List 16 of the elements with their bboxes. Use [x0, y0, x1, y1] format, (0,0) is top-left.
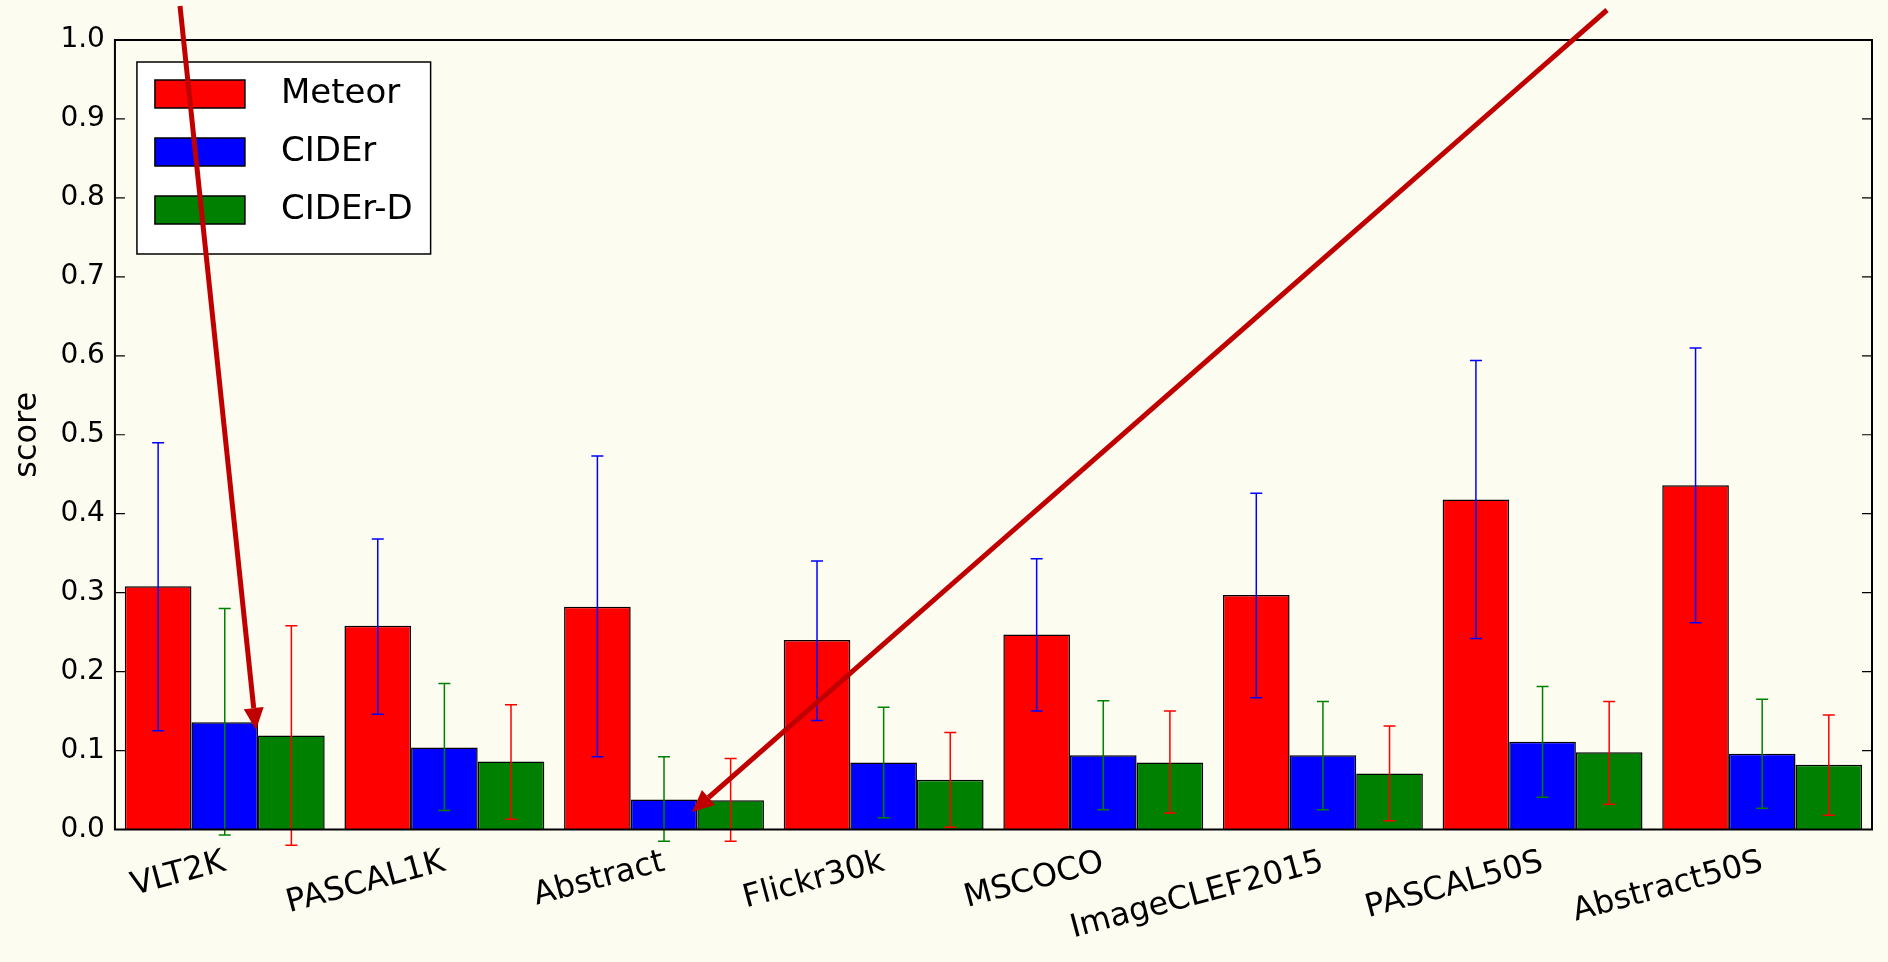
- legend-label: Meteor: [280, 70, 401, 111]
- y-tick-label: 0.9: [60, 100, 105, 134]
- y-tick-label: 0.3: [60, 573, 105, 607]
- legend-label: CIDEr-D: [280, 186, 413, 227]
- y-tick-label: 0.8: [60, 179, 105, 213]
- y-tick-label: 0.5: [60, 416, 105, 450]
- y-tick-label: 0.7: [60, 258, 105, 292]
- y-tick-label: 1.0: [60, 21, 105, 55]
- y-tick-label: 0.6: [60, 337, 105, 371]
- y-tick-label: 0.0: [60, 810, 105, 844]
- y-tick-label: 0.1: [60, 731, 105, 765]
- legend-label: CIDEr: [280, 128, 377, 169]
- x-tick-label: VLT2K: [126, 840, 230, 903]
- y-tick-label: 0.4: [60, 494, 105, 528]
- y-axis-title: score: [5, 391, 44, 478]
- y-tick-label: 0.2: [60, 652, 105, 686]
